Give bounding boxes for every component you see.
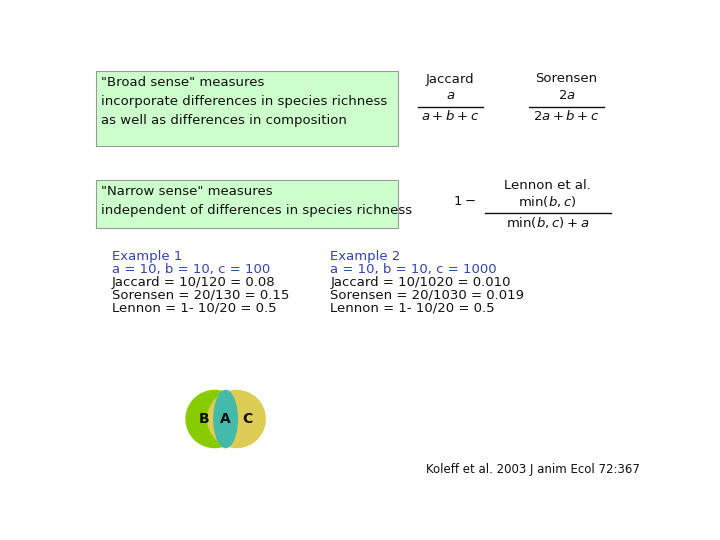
FancyBboxPatch shape (96, 71, 398, 146)
Text: $\min(b,c)$: $\min(b,c)$ (518, 194, 577, 209)
Text: C: C (242, 412, 253, 426)
Text: a = 10, b = 10, c = 100: a = 10, b = 10, c = 100 (112, 262, 270, 276)
Text: Koleff et al. 2003 J anim Ecol 72:367: Koleff et al. 2003 J anim Ecol 72:367 (426, 463, 640, 476)
Text: Lennon = 1- 10/20 = 0.5: Lennon = 1- 10/20 = 0.5 (330, 302, 495, 315)
Text: a = 10, b = 10, c = 1000: a = 10, b = 10, c = 1000 (330, 262, 497, 276)
Text: Sorensen: Sorensen (536, 72, 598, 85)
Text: Example 1: Example 1 (112, 249, 182, 262)
Text: Jaccard = 10/1020 = 0.010: Jaccard = 10/1020 = 0.010 (330, 276, 510, 289)
Text: Lennon et al.: Lennon et al. (504, 179, 590, 192)
Text: $1-$: $1-$ (453, 195, 475, 208)
Text: Lennon = 1- 10/20 = 0.5: Lennon = 1- 10/20 = 0.5 (112, 302, 276, 315)
Circle shape (207, 390, 266, 448)
Text: "Broad sense" measures
incorporate differences in species richness
as well as di: "Broad sense" measures incorporate diffe… (101, 76, 387, 126)
Text: Sorensen = 20/130 = 0.15: Sorensen = 20/130 = 0.15 (112, 289, 289, 302)
FancyBboxPatch shape (96, 180, 398, 228)
Text: "Narrow sense" measures
independent of differences in species richness: "Narrow sense" measures independent of d… (101, 185, 412, 217)
Text: Jaccard: Jaccard (426, 72, 474, 85)
Text: Sorensen = 20/1030 = 0.019: Sorensen = 20/1030 = 0.019 (330, 289, 524, 302)
Ellipse shape (213, 390, 238, 448)
Text: A: A (220, 412, 231, 426)
Text: Jaccard = 10/120 = 0.08: Jaccard = 10/120 = 0.08 (112, 276, 275, 289)
Text: $a$: $a$ (446, 90, 455, 103)
Text: Example 2: Example 2 (330, 249, 400, 262)
Text: $2a$: $2a$ (558, 90, 575, 103)
Circle shape (185, 390, 244, 448)
Text: $\min(b,c)+a$: $\min(b,c)+a$ (505, 215, 589, 230)
Text: $2a+b+c$: $2a+b+c$ (534, 109, 600, 123)
Text: B: B (199, 412, 210, 426)
Text: $a+b+c$: $a+b+c$ (421, 109, 480, 123)
